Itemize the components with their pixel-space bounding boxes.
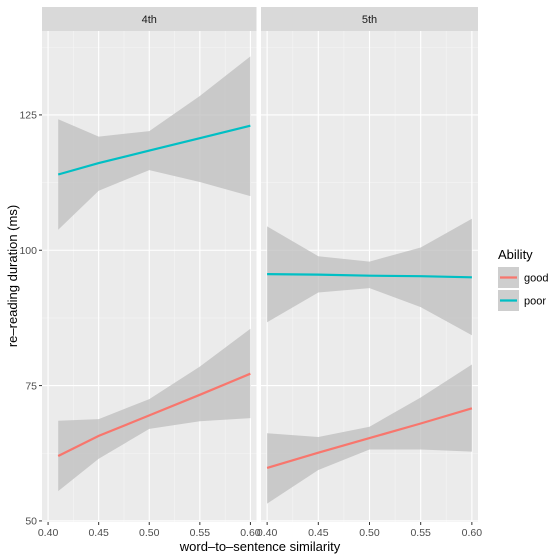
y-axis-title: re–reading duration (ms): [5, 205, 20, 347]
legend-label-poor: poor: [524, 296, 546, 308]
x-tick-label: 0.45: [308, 527, 329, 539]
y-tick-label: 50: [25, 516, 37, 528]
facet-strip-label: 5th: [362, 14, 377, 26]
series-line-poor: [267, 273, 472, 279]
x-tick-label: 0.60: [462, 527, 483, 539]
x-tick-label: 0.55: [190, 527, 211, 539]
x-tick-label: 0.50: [139, 527, 160, 539]
x-tick-label: 0.60: [240, 527, 261, 539]
facet-strip-label: 4th: [142, 14, 157, 26]
confidence-band-poor: [267, 218, 472, 336]
series-line-good: [57, 372, 251, 457]
x-tick-label: 0.45: [88, 527, 109, 539]
y-tick-label: 100: [19, 245, 37, 257]
x-tick-label: 0.40: [38, 527, 59, 539]
series-line-good: [266, 407, 473, 469]
y-tick-label: 75: [25, 380, 37, 392]
confidence-band-good: [58, 328, 251, 492]
x-axis-title: word–to–sentence similarity: [179, 539, 341, 554]
facet-strip: [261, 7, 478, 31]
x-tick-label: 0.55: [410, 527, 431, 539]
legend-label-good: good: [524, 273, 548, 285]
facet-strip: [42, 7, 257, 31]
x-tick-label: 0.40: [257, 527, 278, 539]
x-tick-label: 0.50: [359, 527, 380, 539]
legend-title: Ability: [498, 247, 533, 262]
y-tick-label: 125: [19, 110, 37, 122]
confidence-band-good: [267, 364, 472, 504]
confidence-band-poor: [58, 56, 251, 230]
series-line-poor: [57, 124, 251, 176]
